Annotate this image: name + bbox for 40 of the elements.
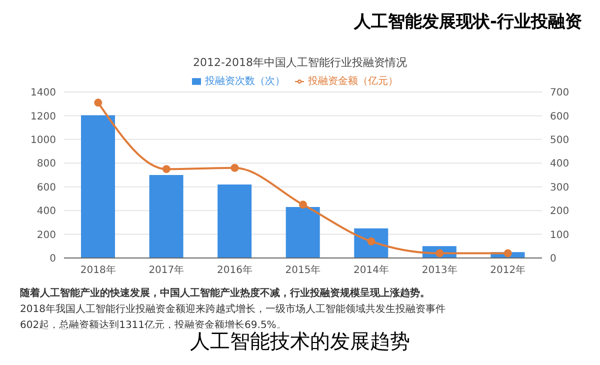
y-tick-label: 800 bbox=[36, 158, 56, 170]
bar bbox=[149, 175, 184, 258]
y-tick-label: 400 bbox=[36, 206, 56, 218]
y2-tick-label: 400 bbox=[550, 158, 570, 170]
x-tick-label: 2012年 bbox=[490, 264, 526, 276]
y2-tick-label: 600 bbox=[550, 111, 570, 122]
y-tick-label: 1000 bbox=[30, 134, 56, 146]
y-tick-label: 600 bbox=[36, 182, 56, 194]
point bbox=[230, 164, 239, 172]
x-tick-label: 2013年 bbox=[422, 264, 458, 276]
y2-tick-label: 300 bbox=[550, 182, 570, 194]
point bbox=[299, 200, 307, 209]
y-tick-label: 0 bbox=[50, 254, 56, 265]
chart-title: 2012-2018年中国人工智能行业投融资情况 bbox=[192, 55, 408, 70]
y2-tick-label: 100 bbox=[550, 230, 570, 241]
y2-tick-label: 700 bbox=[550, 88, 570, 99]
text: 随着人工智能产业的快速发展，中国人工智能产业热度不减，行业投融资规模呈现上涨趋势。 bbox=[20, 286, 431, 301]
legend-label: 投融资金额（亿元） bbox=[308, 76, 398, 87]
point bbox=[504, 249, 512, 258]
point bbox=[162, 165, 170, 174]
y-tick-label: 1200 bbox=[30, 111, 56, 122]
y2-tick-label: 200 bbox=[550, 206, 570, 218]
point bbox=[367, 237, 376, 246]
y2-tick-label: 500 bbox=[550, 134, 570, 146]
point bbox=[94, 98, 102, 107]
x-tick-label: 2014年 bbox=[354, 264, 390, 276]
text: 2018年我国人工智能行业投融资金额迎来跨越式增长，一级市场人工智能领域共发生投融资事件 bbox=[20, 302, 446, 317]
bar bbox=[218, 184, 252, 258]
x-tick-label: 2018年 bbox=[80, 264, 116, 276]
y-tick-label: 200 bbox=[36, 230, 56, 241]
y2-tick-label: 0 bbox=[550, 254, 556, 265]
legend-label: 投融资次数（次） bbox=[205, 76, 285, 87]
bar bbox=[81, 115, 115, 258]
y-tick-label: 1400 bbox=[30, 88, 56, 99]
bar bbox=[286, 207, 320, 258]
chart-subtitle: 人工智能发展现状-行业投融资 bbox=[352, 11, 583, 33]
x-tick-label: 2015年 bbox=[285, 264, 321, 276]
x-tick-label: 2016年 bbox=[216, 264, 252, 276]
point bbox=[436, 249, 444, 258]
x-tick-label: 2017年 bbox=[148, 264, 184, 276]
